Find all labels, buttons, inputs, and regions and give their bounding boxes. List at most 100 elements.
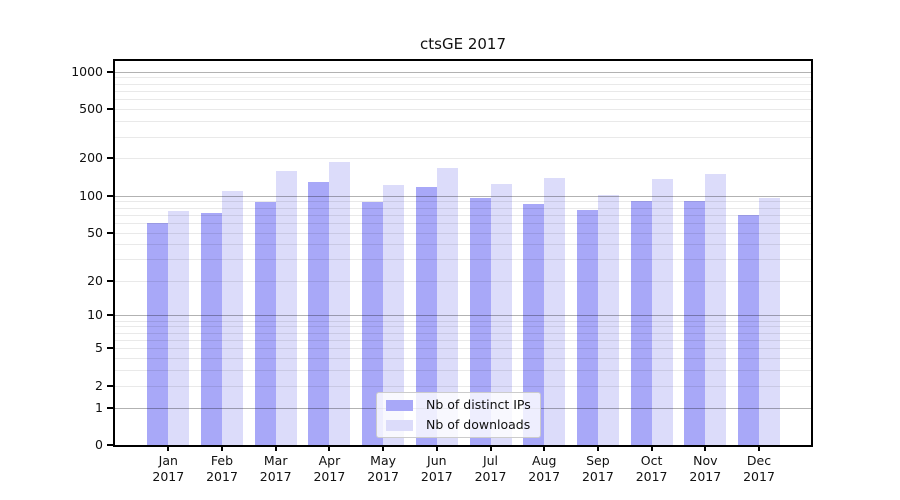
y-axis-tick-label: 0 bbox=[95, 437, 103, 452]
legend-entry-distinct-ips: Nb of distinct IPs bbox=[386, 398, 531, 412]
legend-swatch-distinct-ips bbox=[386, 399, 413, 411]
gridline-minor bbox=[115, 326, 811, 328]
gridline-minor bbox=[115, 109, 811, 111]
gridline-minor bbox=[115, 121, 811, 123]
bar-apr-2017-downloads bbox=[329, 161, 351, 445]
y-axis-tick-label: 2 bbox=[95, 377, 103, 393]
y-axis-tick-label: 1 bbox=[95, 399, 103, 415]
gridline-minor bbox=[115, 90, 811, 92]
y-tick-mark bbox=[107, 108, 113, 111]
legend-label-downloads: Nb of downloads bbox=[426, 417, 531, 432]
bar-aug-2017-downloads bbox=[544, 178, 566, 445]
y-axis-tick-label: 1000 bbox=[71, 63, 103, 79]
gridline-minor bbox=[115, 348, 811, 350]
x-tick-mark bbox=[274, 447, 277, 451]
bar-feb-2017-downloads bbox=[222, 191, 243, 445]
bar-may-2017-downloads bbox=[383, 184, 405, 445]
gridline-minor bbox=[115, 222, 811, 224]
gridline-minor bbox=[115, 136, 811, 138]
legend-entry-downloads: Nb of downloads bbox=[386, 418, 531, 432]
bar-jun-2017-downloads bbox=[436, 168, 458, 445]
gridline-minor bbox=[115, 370, 811, 372]
x-axis-tick-label: Jan 2017 bbox=[152, 453, 185, 484]
y-axis-tick-label: 50 bbox=[87, 224, 103, 240]
x-axis-tick-label: Jun 2017 bbox=[420, 453, 453, 484]
plot-area bbox=[113, 59, 813, 447]
y-axis-tick-label: 5 bbox=[95, 340, 103, 356]
bar-apr-2017-ips bbox=[308, 182, 330, 445]
gridline-major bbox=[115, 315, 811, 317]
gridline-minor bbox=[115, 77, 811, 79]
x-axis-tick-label: May 2017 bbox=[367, 453, 399, 484]
gridline-minor bbox=[115, 358, 811, 360]
bar-aug-2017-ips bbox=[523, 203, 545, 445]
gridline-major bbox=[115, 71, 811, 73]
x-axis-tick-label: Dec 2017 bbox=[743, 453, 775, 484]
gridline-minor bbox=[115, 332, 811, 334]
legend: Nb of distinct IPs Nb of downloads bbox=[376, 392, 541, 438]
x-tick-mark bbox=[758, 447, 760, 451]
gridline-minor bbox=[115, 259, 811, 261]
bar-sep-2017-downloads bbox=[597, 195, 619, 445]
x-axis-tick-label: Oct 2017 bbox=[635, 453, 668, 484]
x-tick-mark bbox=[167, 447, 170, 451]
y-tick-mark bbox=[107, 347, 113, 350]
gridline-minor bbox=[115, 385, 811, 387]
bar-nov-2017-ips bbox=[684, 201, 706, 445]
x-axis-tick-label: Sep 2017 bbox=[581, 453, 614, 484]
x-tick-mark bbox=[489, 447, 492, 451]
legend-swatch-downloads bbox=[386, 419, 413, 431]
bar-jul-2017-ips bbox=[469, 198, 491, 445]
gridline-minor bbox=[115, 201, 811, 203]
bar-mar-2017-downloads bbox=[275, 171, 297, 445]
bar-nov-2017-downloads bbox=[705, 174, 727, 445]
x-axis-tick-label: Apr 2017 bbox=[313, 453, 346, 484]
gridline-minor bbox=[115, 320, 811, 322]
x-tick-mark bbox=[382, 447, 385, 451]
gridline-minor bbox=[115, 83, 811, 85]
y-tick-mark bbox=[107, 194, 113, 197]
y-axis-tick-label: 100 bbox=[79, 187, 103, 203]
gridline-minor bbox=[115, 244, 811, 246]
bar-jan-2017-downloads bbox=[168, 211, 190, 445]
y-axis-tick-label: 500 bbox=[79, 101, 103, 117]
y-tick-mark bbox=[107, 384, 113, 387]
y-axis-tick-label: 10 bbox=[87, 307, 103, 323]
gridline-major bbox=[115, 195, 811, 197]
x-axis-tick-label: Aug 2017 bbox=[528, 453, 561, 484]
y-tick-mark bbox=[107, 279, 113, 282]
x-tick-mark bbox=[435, 447, 438, 451]
bar-jun-2017-ips bbox=[415, 186, 437, 445]
gridline-minor bbox=[115, 99, 811, 101]
gridline-minor bbox=[115, 280, 811, 282]
bar-sep-2017-ips bbox=[576, 210, 598, 445]
y-tick-mark bbox=[107, 231, 113, 234]
y-tick-mark bbox=[107, 70, 113, 73]
chart-title: ctsGE 2017 bbox=[420, 35, 506, 53]
x-tick-mark bbox=[704, 447, 707, 451]
gridline-minor bbox=[115, 207, 811, 209]
y-tick-mark bbox=[107, 157, 113, 160]
bar-dec-2017-downloads bbox=[759, 197, 780, 445]
y-tick-mark bbox=[107, 406, 113, 409]
gridline-minor bbox=[115, 339, 811, 341]
x-axis-tick-label: Nov 2017 bbox=[689, 453, 722, 484]
bar-oct-2017-downloads bbox=[651, 179, 673, 445]
bar-dec-2017-ips bbox=[738, 215, 759, 445]
x-axis-tick-label: Jul 2017 bbox=[474, 453, 507, 484]
y-axis-tick-label: 200 bbox=[79, 150, 103, 166]
y-axis-tick-label: 20 bbox=[87, 272, 103, 288]
gridline-minor bbox=[115, 232, 811, 234]
bar-oct-2017-ips bbox=[630, 201, 652, 445]
y-tick-mark bbox=[107, 314, 113, 317]
x-tick-mark bbox=[543, 447, 546, 451]
x-axis-tick-label: Feb 2017 bbox=[206, 453, 238, 484]
bar-jul-2017-downloads bbox=[490, 184, 512, 445]
y-tick-mark bbox=[107, 444, 113, 446]
bar-jan-2017-ips bbox=[147, 222, 169, 445]
legend-label-distinct-ips: Nb of distinct IPs bbox=[426, 397, 531, 412]
x-axis-tick-label: Mar 2017 bbox=[259, 453, 292, 484]
bar-feb-2017-ips bbox=[201, 213, 222, 445]
x-tick-mark bbox=[221, 447, 223, 451]
